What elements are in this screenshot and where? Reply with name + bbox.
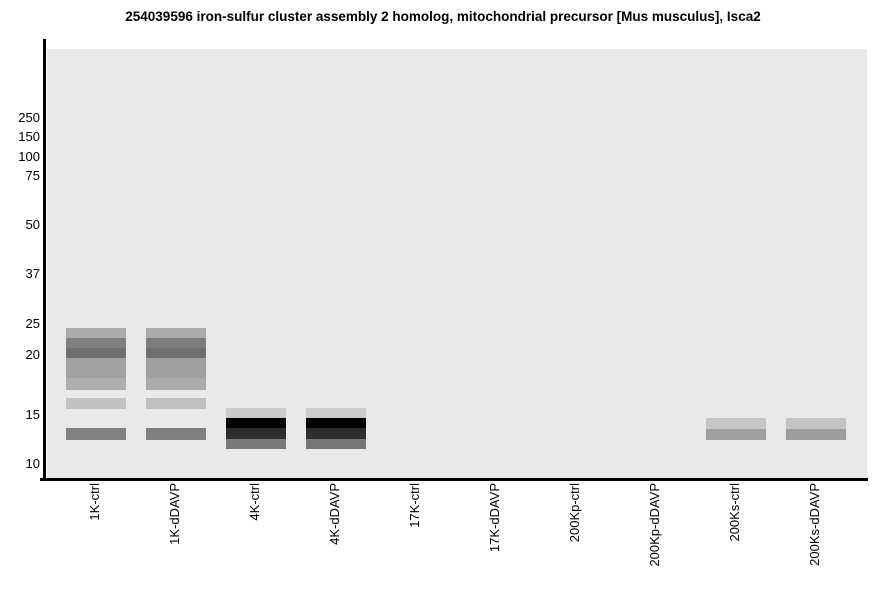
x-axis-line bbox=[40, 478, 868, 481]
y-tick-label: 50 bbox=[25, 217, 40, 232]
y-tick-label: 150 bbox=[18, 129, 40, 144]
lane-label: 200Ks-dDAVP bbox=[807, 483, 822, 566]
y-axis-line bbox=[43, 39, 46, 481]
gel-band bbox=[146, 428, 206, 440]
gel-band bbox=[146, 358, 206, 378]
y-tick-label: 100 bbox=[18, 149, 40, 164]
y-tick-label: 75 bbox=[25, 168, 40, 183]
gel-band bbox=[66, 338, 126, 348]
gel-band bbox=[66, 428, 126, 440]
chart-title: 254039596 iron-sulfur cluster assembly 2… bbox=[125, 9, 761, 24]
lane-label: 17K-dDAVP bbox=[487, 483, 502, 553]
y-tick-label: 25 bbox=[25, 316, 40, 331]
y-tick-label: 15 bbox=[25, 407, 40, 422]
y-tick-label: 10 bbox=[25, 456, 40, 471]
gel-band bbox=[306, 418, 366, 428]
gel-band bbox=[66, 348, 126, 358]
gel-band bbox=[146, 398, 206, 409]
lane-label: 200Kp-dDAVP bbox=[647, 483, 662, 567]
gel-band bbox=[146, 338, 206, 348]
gel-band bbox=[306, 428, 366, 439]
gel-band bbox=[146, 348, 206, 358]
gel-band bbox=[306, 439, 366, 449]
gel-band bbox=[226, 439, 286, 449]
gel-band bbox=[146, 378, 206, 390]
lane-label: 17K-ctrl bbox=[407, 483, 422, 528]
gel-band bbox=[66, 328, 126, 338]
gel-band bbox=[226, 418, 286, 428]
lane-label: 1K-dDAVP bbox=[167, 483, 182, 545]
gel-band bbox=[226, 428, 286, 439]
lane-label: 200Kp-ctrl bbox=[567, 483, 582, 543]
lane-label: 4K-dDAVP bbox=[327, 483, 342, 545]
gel-band bbox=[66, 398, 126, 409]
gel-band bbox=[786, 429, 846, 440]
gel-band bbox=[146, 328, 206, 338]
lane-label: 4K-ctrl bbox=[247, 483, 262, 521]
gel-band bbox=[706, 418, 766, 429]
y-tick-label: 20 bbox=[25, 347, 40, 362]
gel-band bbox=[706, 429, 766, 440]
y-tick-label: 37 bbox=[25, 266, 40, 281]
lane-label: 200Ks-ctrl bbox=[727, 483, 742, 542]
gel-band bbox=[226, 408, 286, 418]
lane-label: 1K-ctrl bbox=[87, 483, 102, 521]
plot-area bbox=[47, 49, 867, 478]
gel-band bbox=[306, 408, 366, 418]
gel-band bbox=[66, 378, 126, 390]
y-tick-label: 250 bbox=[18, 110, 40, 125]
gel-band bbox=[66, 358, 126, 378]
gel-band bbox=[786, 418, 846, 429]
